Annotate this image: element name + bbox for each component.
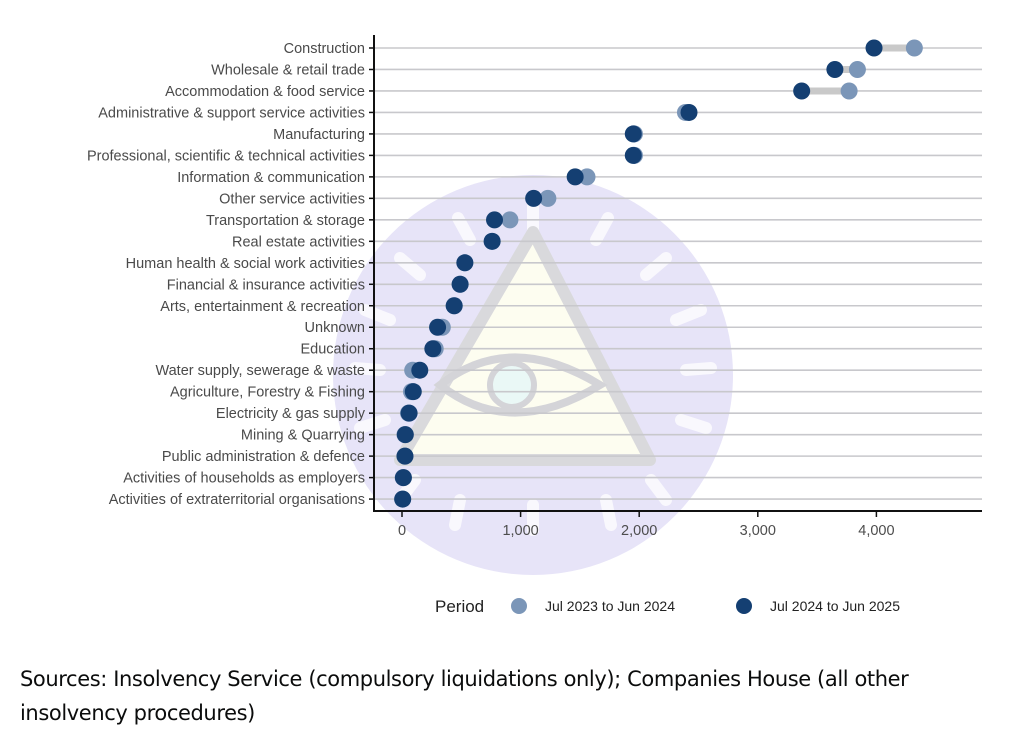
- point-2024-25: [680, 103, 698, 121]
- legend: Period Jul 2023 to Jun 2024 Jul 2024 to …: [435, 597, 900, 616]
- point-2023-24: [578, 168, 596, 186]
- point-2024-25: [394, 490, 412, 508]
- watermark-pupil: [487, 360, 537, 410]
- category-label: Agriculture, Forestry & Fishing: [170, 385, 365, 401]
- category-label: Accommodation & food service: [165, 84, 365, 100]
- point-2024-25: [483, 232, 501, 250]
- point-2024-25: [445, 297, 463, 315]
- point-2024-25: [793, 82, 811, 100]
- category-label: Wholesale & retail trade: [211, 62, 365, 78]
- point-2024-25: [429, 318, 447, 336]
- category-label: Mining & Quarrying: [241, 428, 365, 444]
- x-axis-labels: 0 1,000 2,000 3,000 4,000: [398, 523, 895, 539]
- category-label: Other service activities: [219, 191, 365, 207]
- point-2023-24: [501, 211, 519, 229]
- point-2023-24: [848, 60, 866, 78]
- legend-swatch-2023-24: [511, 598, 527, 614]
- category-label: Water supply, sewerage & waste: [155, 363, 365, 379]
- point-2024-25: [566, 168, 584, 186]
- point-2023-24: [840, 82, 858, 100]
- watermark-eye: [433, 353, 608, 417]
- category-label: Electricity & gas supply: [216, 406, 366, 422]
- y-axis-ticks: [369, 47, 374, 500]
- point-2024-25: [424, 340, 442, 358]
- category-label: Public administration & defence: [162, 449, 365, 465]
- point-2024-25: [451, 275, 469, 293]
- legend-label-2023-24: Jul 2023 to Jun 2024: [545, 598, 675, 614]
- point-2024-25: [624, 146, 642, 164]
- category-label: Real estate activities: [232, 234, 365, 250]
- point-2024-25: [394, 469, 412, 487]
- point-2023-24: [539, 189, 557, 207]
- category-label: Unknown: [305, 320, 365, 336]
- y-axis-labels: Construction Wholesale & retail trade Acco…: [87, 41, 366, 508]
- point-2024-25: [865, 39, 883, 57]
- point-2023-24: [905, 39, 923, 57]
- category-label: Education: [301, 342, 366, 358]
- source-note: Sources: Insolvency Service (compulsory …: [20, 667, 909, 725]
- point-2024-25: [396, 426, 414, 444]
- point-2024-25: [826, 60, 844, 78]
- watermark-logo: [333, 175, 733, 575]
- x-tick-label: 1,000: [502, 523, 538, 539]
- point-2024-25: [411, 361, 429, 379]
- legend-title: Period: [435, 597, 484, 616]
- point-2024-25: [400, 404, 418, 422]
- category-label: Transportation & storage: [206, 213, 365, 229]
- x-tick-label: 0: [398, 523, 406, 539]
- x-tick-label: 4,000: [858, 523, 894, 539]
- point-2024-25: [486, 211, 504, 229]
- category-label: Administrative & support service activit…: [98, 105, 365, 121]
- legend-label-2024-25: Jul 2024 to Jun 2025: [770, 598, 900, 614]
- x-axis-ticks: [401, 511, 878, 517]
- point-2024-25: [624, 125, 642, 143]
- category-label: Construction: [284, 41, 365, 57]
- point-2024-25: [525, 189, 543, 207]
- category-label: Financial & insurance activities: [167, 277, 365, 293]
- point-2024-25: [456, 254, 474, 272]
- category-label: Information & communication: [177, 170, 365, 186]
- category-label: Activities of extraterritorial organisat…: [109, 492, 365, 508]
- legend-swatch-2024-25: [736, 598, 752, 614]
- point-2024-25: [396, 447, 414, 465]
- dumbbell-chart: Construction Wholesale & retail trade Acco…: [87, 35, 982, 616]
- category-label: Activities of households as employers: [123, 471, 365, 487]
- category-label: Arts, entertainment & recreation: [160, 299, 365, 315]
- point-2024-25: [404, 383, 422, 401]
- x-tick-label: 2,000: [621, 523, 657, 539]
- category-label: Professional, scientific & technical act…: [87, 148, 365, 164]
- category-label: Human health & social work activities: [126, 256, 365, 272]
- x-tick-label: 3,000: [740, 523, 776, 539]
- data-points: [394, 39, 923, 508]
- category-label: Manufacturing: [273, 127, 365, 143]
